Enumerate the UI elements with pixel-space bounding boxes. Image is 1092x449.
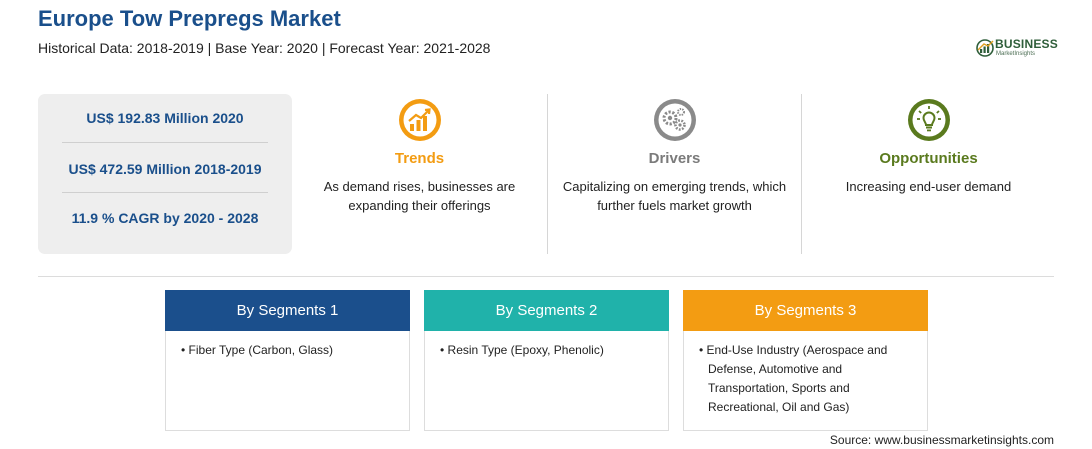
drivers-heading: Drivers xyxy=(648,150,701,167)
segment-card-2: By Segments 2 • Resin Type (Epoxy, Pheno… xyxy=(424,290,669,431)
trends-column: Trends As demand rises, businesses are e… xyxy=(292,94,547,254)
segment-3-heading: By Segments 3 xyxy=(683,290,928,331)
stat-cagr: 11.9 % CAGR by 2020 - 2028 xyxy=(71,210,259,226)
logo-name: BUSINESS xyxy=(995,37,1058,51)
segment-1-item: • Fiber Type (Carbon, Glass) xyxy=(181,343,334,357)
segment-2-heading: By Segments 2 xyxy=(424,290,669,331)
logo-globe-icon xyxy=(976,39,994,57)
segment-2-item: • Resin Type (Epoxy, Phenolic) xyxy=(440,343,604,357)
opportunities-description: Increasing end-user demand xyxy=(845,179,1012,194)
opportunities-column: Opportunities Increasing end-user demand xyxy=(801,94,1056,254)
section-divider xyxy=(38,276,1054,277)
segment-card-1: By Segments 1 • Fiber Type (Carbon, Glas… xyxy=(165,290,410,431)
logo-tagline: MarketInsights xyxy=(996,51,1036,57)
page-title: Europe Tow Prepregs Market xyxy=(38,6,341,31)
segment-card-3: By Segments 3 • End-Use Industry (Aerosp… xyxy=(683,290,928,431)
segment-3-item: • End-Use Industry (Aerospace and Defens… xyxy=(699,343,888,414)
business-market-insights-logo[interactable]: BUSINESS MarketInsights xyxy=(975,36,1060,62)
market-stats-panel: US$ 192.83 Million 2020 US$ 472.59 Milli… xyxy=(38,94,292,254)
stat-market-value-historical: US$ 472.59 Million 2018-2019 xyxy=(68,161,262,177)
stat-divider xyxy=(62,192,268,193)
gears-icon xyxy=(653,99,696,141)
stat-market-value-2020: US$ 192.83 Million 2020 xyxy=(86,110,244,126)
trends-heading: Trends xyxy=(394,150,445,167)
lightbulb-icon xyxy=(907,99,950,141)
opportunities-heading: Opportunities xyxy=(879,150,978,167)
column-divider xyxy=(801,94,802,254)
chart-growth-icon xyxy=(398,99,441,141)
stat-divider xyxy=(62,142,268,143)
trends-description: As demand rises, businesses are expandin… xyxy=(323,179,516,213)
segment-1-heading: By Segments 1 xyxy=(165,290,410,331)
source-note: Source: www.businessmarketinsights.com xyxy=(829,433,1054,447)
column-divider xyxy=(547,94,548,254)
drivers-description: Capitalizing on emerging trends, which f… xyxy=(562,179,787,213)
page-subtitle: Historical Data: 2018-2019 | Base Year: … xyxy=(38,40,491,56)
drivers-column: Drivers Capitalizing on emerging trends,… xyxy=(547,94,802,254)
